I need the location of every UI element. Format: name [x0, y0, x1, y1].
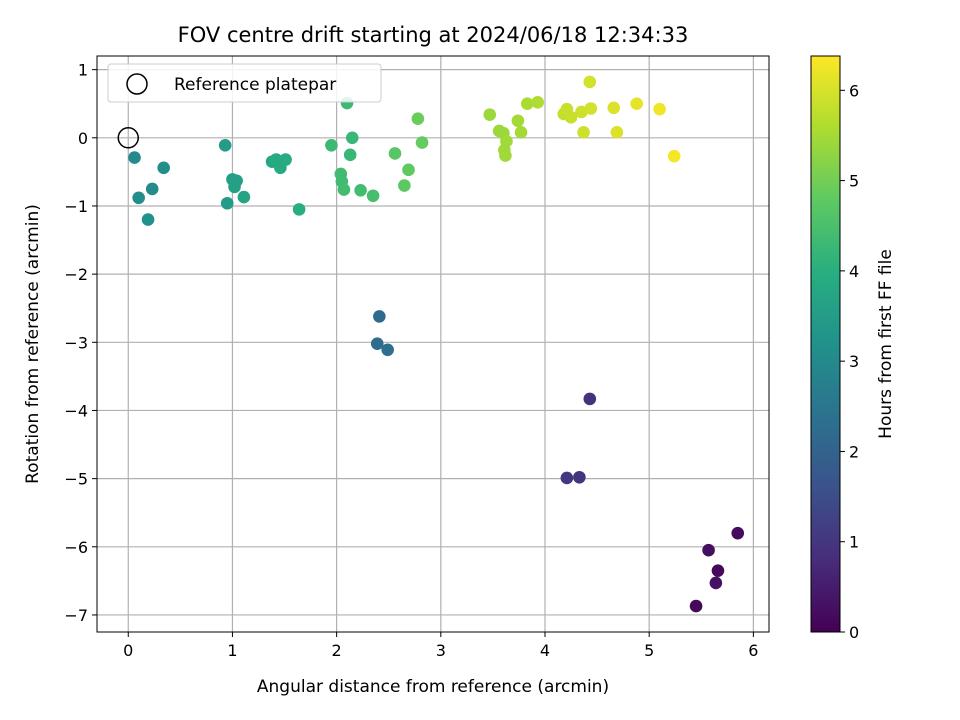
scatter-point — [237, 190, 251, 204]
scatter-point — [520, 97, 534, 111]
y-tick-label: −4 — [64, 401, 88, 420]
scatter-point — [564, 111, 578, 124]
x-tick-label: 4 — [540, 641, 550, 660]
scatter-point — [128, 151, 141, 164]
scatter-point — [584, 102, 598, 115]
scatter-point — [337, 183, 351, 196]
y-tick-label: −2 — [64, 265, 88, 284]
scatter-point — [583, 392, 597, 406]
scatter-point — [630, 97, 643, 111]
scatter-point — [607, 101, 621, 115]
colorbar-tick-label: 0 — [849, 623, 859, 642]
scatter-point — [292, 203, 306, 216]
scatter-point — [220, 196, 234, 210]
y-tick-label: 1 — [78, 61, 88, 80]
scatter-point — [411, 112, 425, 126]
y-tick-label: −6 — [64, 538, 88, 557]
x-tick-label: 3 — [436, 641, 446, 660]
plot-background — [97, 56, 769, 632]
scatter-point — [157, 161, 170, 175]
colorbar-tick-label: 3 — [849, 352, 859, 371]
scatter-point — [228, 180, 241, 194]
y-tick-label: −7 — [64, 606, 88, 625]
y-tick-label: 0 — [78, 129, 88, 148]
colorbar-tick-label: 4 — [849, 262, 859, 281]
x-tick-label: 2 — [332, 641, 342, 660]
scatter-point — [577, 126, 590, 139]
scatter-point — [381, 343, 394, 357]
scatter-point — [366, 189, 380, 203]
scatter-point — [702, 543, 715, 557]
colorbar: 0 1 2 3 4 5 6 Hours from first FF file — [810, 55, 896, 642]
scatter-point — [483, 108, 497, 121]
axis-ticks: 0 1 2 3 4 5 6 1 0 −1 −2 −3 −4 −5 −6 −7 — [64, 61, 758, 660]
scatter-point — [499, 149, 512, 162]
data-points — [128, 75, 745, 613]
scatter-point — [514, 126, 528, 139]
colorbar-tick-label: 6 — [849, 81, 859, 100]
scatter-point — [145, 182, 159, 196]
scatter-point — [667, 149, 681, 163]
legend-label: Reference platepar — [174, 75, 336, 95]
colorbar-label: Hours from first FF file — [876, 249, 896, 439]
reference-platepar-marker — [117, 127, 140, 149]
grid-lines — [97, 56, 769, 632]
scatter-point — [511, 114, 525, 128]
y-tick-label: −5 — [64, 470, 88, 489]
scatter-point — [689, 599, 703, 613]
scatter-point — [653, 102, 666, 116]
scatter-point — [398, 179, 411, 192]
x-tick-label: 0 — [123, 641, 133, 660]
legend-marker-open-circle — [126, 73, 148, 95]
scatter-point — [354, 183, 367, 197]
scatter-point — [373, 310, 386, 323]
colorbar-tick-label: 1 — [849, 533, 859, 552]
scatter-point — [132, 191, 145, 205]
x-tick-label: 6 — [748, 641, 758, 660]
x-axis-label: Angular distance from reference (arcmin) — [257, 677, 609, 697]
scatter-point — [610, 126, 624, 139]
scatter-point — [388, 147, 402, 160]
scatter-point — [573, 470, 586, 484]
scatter-point — [279, 153, 292, 166]
scatter-point — [415, 136, 429, 149]
x-tick-label: 1 — [227, 641, 237, 660]
x-tick-label: 5 — [644, 641, 654, 660]
scatter-point — [325, 138, 338, 152]
scatter-point — [218, 138, 232, 152]
colorbar-ticks: 0 1 2 3 4 5 6 — [840, 81, 859, 642]
scatter-point — [402, 163, 415, 177]
scatter-point — [560, 471, 574, 485]
plot-area: 0 1 2 3 4 5 6 1 0 −1 −2 −3 −4 −5 −6 −7 — [64, 55, 770, 660]
y-axis-label: Rotation from reference (arcmin) — [23, 204, 43, 484]
legend: Reference platepar — [107, 63, 382, 103]
scatter-point — [370, 337, 384, 350]
scatter-point — [345, 131, 359, 145]
scatter-point — [343, 148, 357, 162]
colorbar-gradient — [810, 55, 841, 633]
reference-layer — [117, 127, 140, 149]
scatter-point — [531, 96, 545, 109]
chart-title: FOV centre drift starting at 2024/06/18 … — [178, 23, 689, 47]
legend-box — [107, 63, 382, 103]
scatter-point — [709, 576, 723, 590]
scatter-point — [141, 213, 155, 226]
colorbar-tick-label: 5 — [849, 172, 859, 191]
scatter-point — [711, 564, 725, 577]
scatter-point — [731, 526, 745, 540]
y-tick-label: −3 — [64, 333, 88, 352]
scatter-point — [583, 75, 597, 89]
y-tick-label: −1 — [64, 197, 88, 216]
colorbar-tick-label: 2 — [849, 442, 859, 461]
plot-frame — [96, 55, 770, 633]
